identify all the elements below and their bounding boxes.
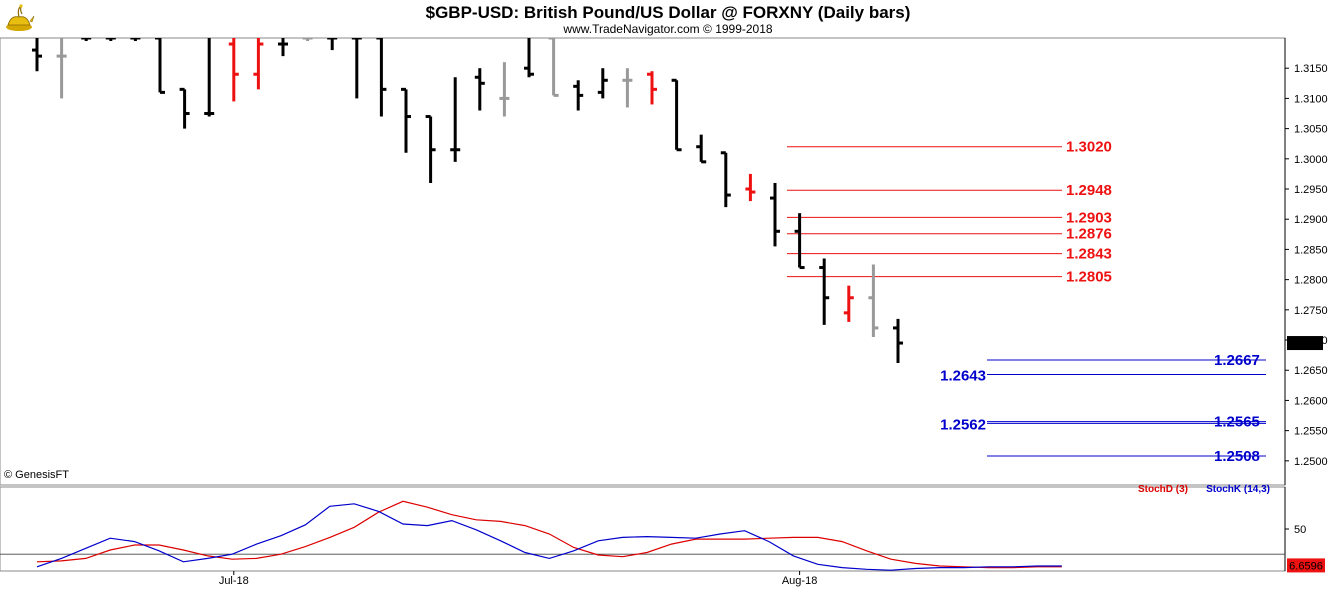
stochastic-series-line (36, 503, 1062, 571)
ohlc-bar (868, 264, 879, 338)
price-y-tick-label: 1.2750 (1294, 305, 1328, 317)
last-price-badge (1287, 336, 1323, 351)
price-y-tick-label: 1.2950 (1294, 184, 1328, 196)
ohlc-bar (597, 68, 608, 99)
support-level-label: 1.2562 (940, 416, 986, 433)
ohlc-bar (56, 38, 67, 99)
copyright-label: © GenesisFT (4, 469, 69, 481)
ohlc-bar (647, 71, 657, 105)
price-y-tick-label: 1.2800 (1294, 275, 1328, 287)
ohlc-bar (253, 38, 264, 90)
price-y-tick-label: 1.2900 (1294, 214, 1328, 226)
ohlc-bar (228, 38, 239, 102)
resistance-level-label: 1.3020 (1066, 139, 1112, 156)
ohlc-bar (376, 38, 387, 117)
genie-lamp-logo-icon (6, 4, 35, 31)
ohlc-bar (524, 38, 534, 78)
chart-header: $GBP-USD: British Pound/US Dollar @ FORX… (0, 0, 1336, 38)
ohlc-bar (720, 151, 731, 208)
price-y-tick-label: 1.3150 (1294, 63, 1328, 75)
ohlc-bar (671, 78, 682, 152)
ohlc-bar (474, 68, 485, 111)
price-y-tick-label: 1.3050 (1294, 124, 1328, 136)
stochastic-last-value-label: 6.6596 (1289, 560, 1323, 572)
ohlc-bar (32, 38, 42, 72)
ohlc-bar (893, 318, 903, 363)
ohlc-bar (130, 38, 141, 42)
x-tick-label: Aug-18 (782, 575, 817, 587)
resistance-level-label: 1.2805 (1066, 269, 1112, 286)
resistance-level-label: 1.2843 (1066, 246, 1112, 263)
resistance-level-label: 1.2903 (1066, 209, 1112, 226)
ohlc-bar (548, 38, 559, 97)
ohlc-bar (351, 38, 362, 99)
ohlc-bar (179, 87, 190, 129)
support-level-label: 1.2667 (1214, 352, 1260, 369)
ohlc-bar (819, 258, 830, 325)
price-y-tick-label: 1.2600 (1294, 395, 1328, 407)
x-tick-label: Jul-18 (219, 575, 249, 587)
ohlc-bar (401, 87, 411, 153)
ohlc-bar (770, 182, 780, 247)
stochastic-y-tick-label: 50 (1294, 524, 1306, 536)
ohlc-bar (155, 38, 165, 94)
ohlc-bar (327, 38, 338, 51)
chart-title: $GBP-USD: British Pound/US Dollar @ FORX… (425, 3, 911, 22)
ohlc-bar (278, 38, 288, 57)
price-panel: 1.3150 1.3100 1.3050 1.3000 1.2950 1.2900 1.28… (0, 37, 1328, 486)
ohlc-bar (450, 77, 461, 162)
price-y-tick-label: 1.2650 (1294, 365, 1328, 377)
stochastic-legend-stochk: StochK (14,3) (1206, 484, 1270, 495)
stochastic-plot-area (0, 486, 1286, 572)
last-price-label: 1.2695 (1288, 338, 1322, 350)
resistance-level-label: 1.2948 (1066, 182, 1112, 199)
ohlc-bars (32, 38, 903, 363)
ohlc-bar (425, 115, 436, 183)
stochastic-last-value-badge (1287, 558, 1325, 573)
ohlc-bar (622, 68, 633, 108)
price-y-tick-label: 1.3100 (1294, 93, 1328, 105)
ohlc-bar (499, 62, 510, 117)
support-level-label: 1.2565 (1214, 414, 1260, 431)
ohlc-bar (81, 38, 92, 42)
ohlc-bar (843, 285, 854, 322)
ohlc-bar (696, 134, 707, 164)
price-y-tick-label: 1.2500 (1294, 456, 1328, 468)
support-level-label: 1.2508 (1214, 448, 1260, 465)
price-y-tick-label: 1.3000 (1294, 154, 1328, 166)
ohlc-bar (573, 80, 584, 111)
support-level-label: 1.2643 (940, 367, 986, 384)
ohlc-bar (204, 38, 215, 117)
ohlc-bar (745, 173, 756, 202)
ohlc-bar (794, 213, 805, 270)
stochastic-legend-stochd: StochD (3) (1138, 484, 1188, 495)
ohlc-bar (302, 38, 313, 42)
resistance-level-label: 1.2876 (1066, 226, 1112, 243)
stochastic-series-line (36, 500, 1062, 569)
price-y-tick-label: 1.2850 (1294, 244, 1328, 256)
chart-subtitle: www.TradeNavigator.com © 1999-2018 (563, 22, 773, 36)
stochastic-panel: 50 StochD (3) StochK (14,3) 6.6596 Jul-18 Aug… (0, 484, 1325, 587)
price-y-tick-label: 1.2550 (1294, 426, 1328, 438)
ohlc-bar (105, 38, 116, 42)
